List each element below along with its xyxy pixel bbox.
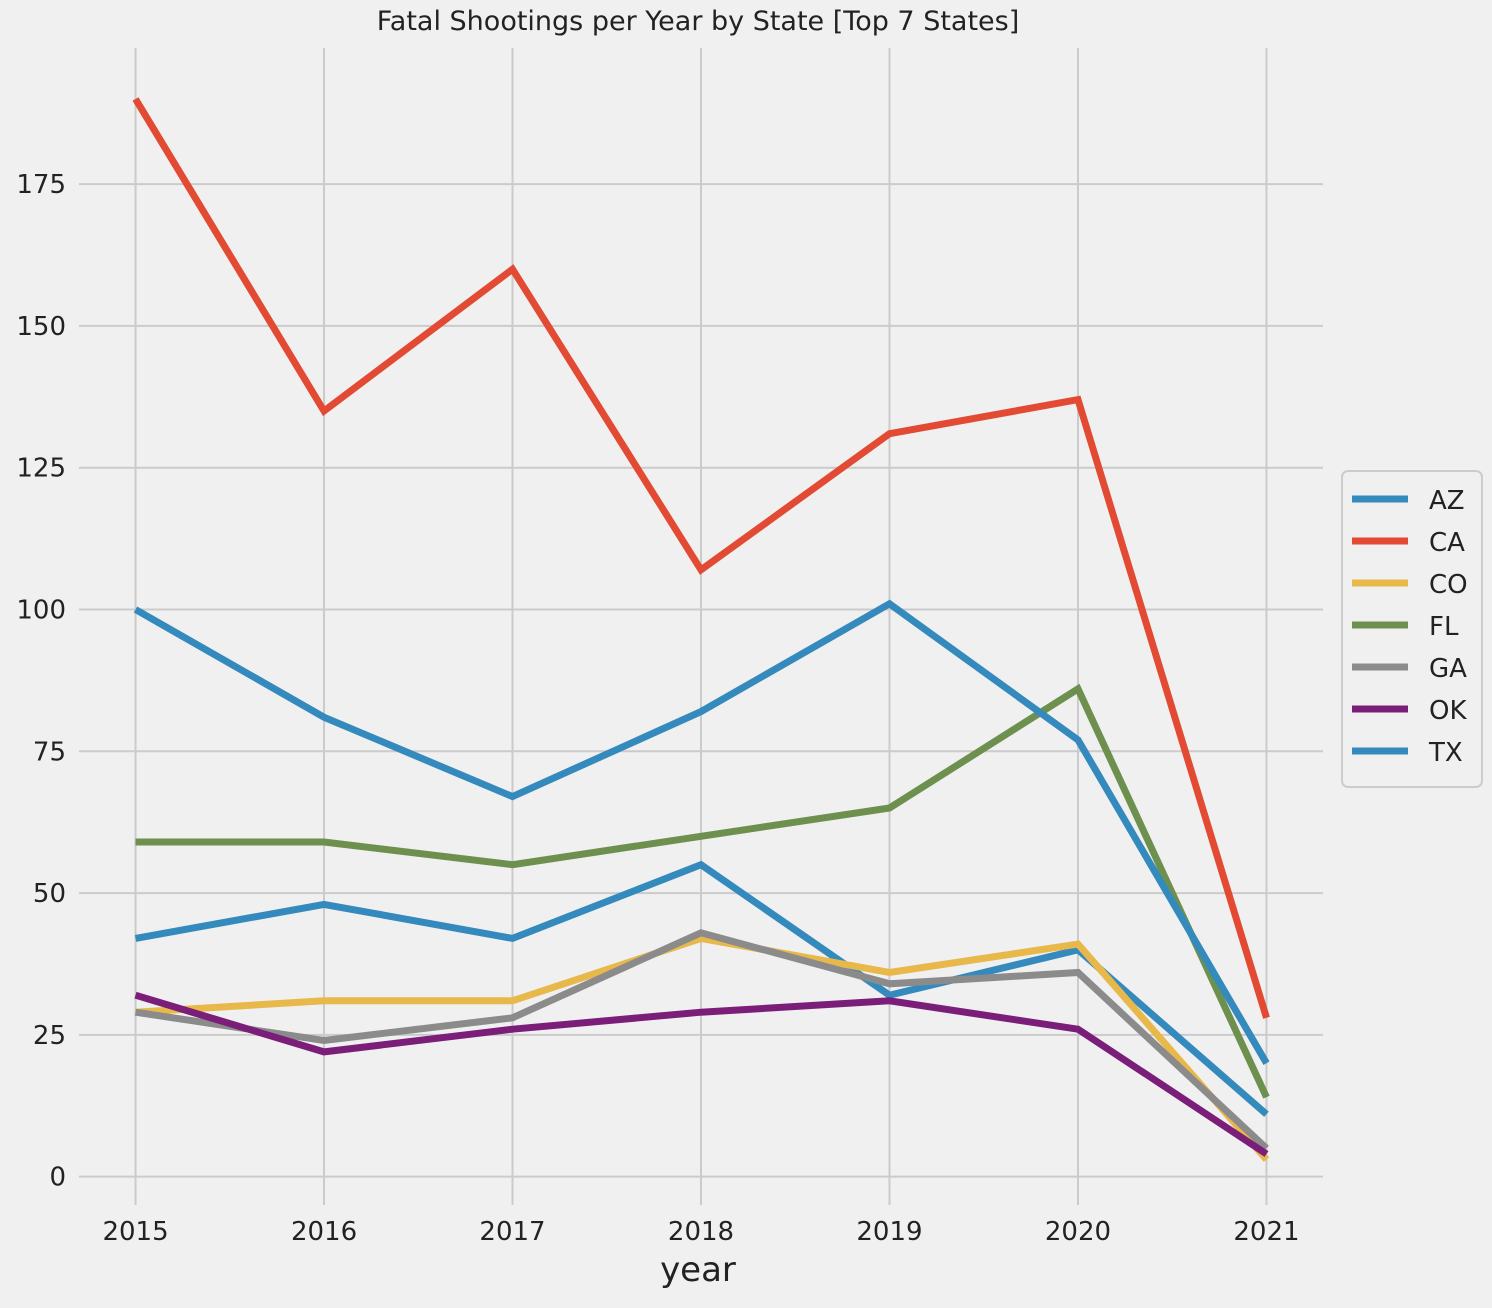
x-tick-label: 2021: [1233, 1217, 1299, 1247]
legend-label-co: CO: [1429, 570, 1468, 600]
x-tick-label: 2016: [291, 1217, 357, 1247]
x-tick-label: 2015: [102, 1217, 168, 1247]
x-tick-label: 2020: [1045, 1217, 1111, 1247]
y-tick-label: 175: [16, 170, 66, 200]
y-tick-label: 150: [16, 312, 66, 342]
x-tick-label: 2018: [668, 1217, 734, 1247]
legend-label-ok: OK: [1429, 696, 1467, 726]
series-line-az: [134, 860, 1269, 1117]
legend-label-az: AZ: [1429, 486, 1465, 516]
series-line-ok: [134, 991, 1269, 1157]
y-tick-label: 125: [16, 454, 66, 484]
x-tick-labels: 2015 2016 2017 2018 2019 2020 2021: [102, 1217, 1299, 1247]
y-tick-label: 75: [33, 737, 66, 767]
legend: AZ CA CO FL GA OK TX: [1341, 470, 1483, 788]
legend-label-ca: CA: [1429, 528, 1465, 558]
grid: [79, 48, 1323, 1205]
x-axis-label: year: [660, 1250, 736, 1290]
series-lines: [132, 97, 1270, 1162]
legend-label-fl: FL: [1429, 612, 1459, 642]
series-line-fl: [135, 683, 1270, 1099]
series-line-tx: [133, 599, 1270, 1065]
y-tick-label: 100: [16, 595, 66, 625]
series-line-co: [135, 934, 1270, 1162]
legend-label-tx: TX: [1428, 738, 1463, 768]
y-tick-label: 0: [49, 1163, 66, 1193]
y-tick-label: 25: [33, 1021, 66, 1051]
chart-title: Fatal Shootings per Year by State [Top 7…: [377, 6, 1020, 37]
y-tick-labels: 0 25 50 75 100 125 150 175: [16, 170, 66, 1193]
x-tick-label: 2019: [856, 1217, 922, 1247]
series-line-ga: [134, 929, 1269, 1151]
x-tick-label: 2017: [479, 1217, 545, 1247]
y-tick-label: 50: [33, 879, 66, 909]
series-line-ca: [132, 97, 1270, 1019]
legend-label-ga: GA: [1429, 654, 1467, 684]
